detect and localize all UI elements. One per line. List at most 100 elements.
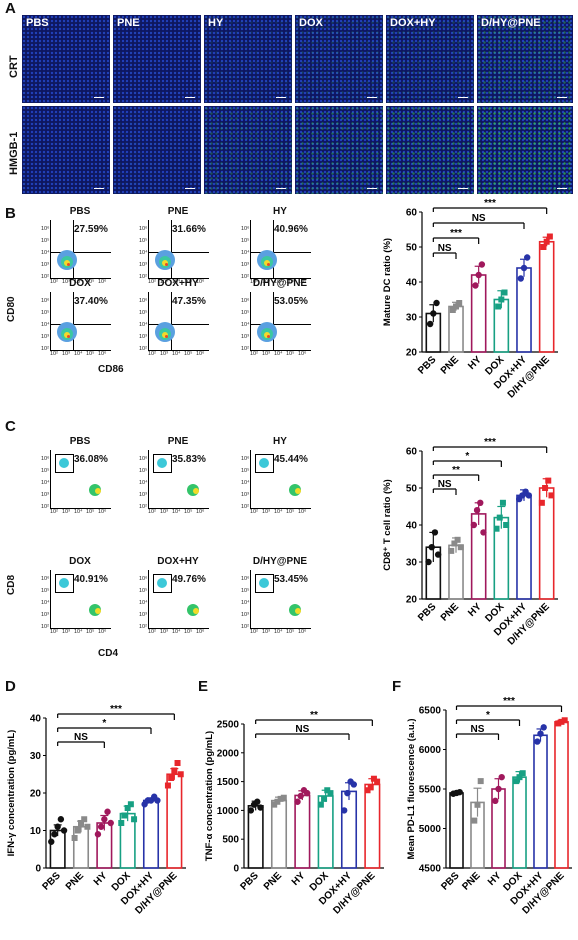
data-point xyxy=(97,823,105,830)
bar-PBS xyxy=(247,804,264,869)
y-axis-label: Mature DC ratio (%) xyxy=(382,238,393,326)
y-tick-label: 500 xyxy=(222,835,239,846)
y-tick-label: 20 xyxy=(30,789,42,800)
scale-bar xyxy=(276,96,286,98)
data-point xyxy=(537,730,544,737)
flow-x-tick: 10⁶ xyxy=(196,509,205,515)
data-point xyxy=(164,782,171,789)
quadrant-line-horizontal xyxy=(251,252,311,253)
data-point xyxy=(454,536,461,543)
flow-y-tick: 10⁴ xyxy=(41,322,50,328)
panel-letter-c: C xyxy=(5,418,16,435)
green-signal xyxy=(295,15,383,103)
data-point xyxy=(317,801,324,808)
flow-x-tick: 10⁶ xyxy=(298,629,307,635)
flow-x-tick: 10² xyxy=(50,279,58,285)
flow-x-tick: 10⁴ xyxy=(274,351,283,357)
data-point xyxy=(555,720,562,727)
flow-title: PNE xyxy=(167,436,189,447)
significance-label: NS xyxy=(74,732,88,743)
data-point xyxy=(101,816,108,823)
data-point xyxy=(247,807,255,814)
data-point xyxy=(493,525,500,532)
flow-x-tick: 10² xyxy=(250,351,258,357)
y-tick-label: 0 xyxy=(233,864,239,875)
flow-x-tick: 10³ xyxy=(62,351,70,357)
flow-x-tick: 10³ xyxy=(62,279,70,285)
flow-title: PBS xyxy=(69,206,91,217)
data-point xyxy=(475,271,482,279)
nuclei-stain xyxy=(113,106,201,194)
data-point xyxy=(171,767,178,774)
flow-plot-4 xyxy=(148,570,209,629)
y-tick-label: 4500 xyxy=(419,864,442,875)
nuclei-stain xyxy=(22,15,110,103)
flow-x-tick: 10³ xyxy=(160,351,168,357)
x-tick-label: HY xyxy=(290,870,308,888)
y-tick-label: 60 xyxy=(406,447,418,458)
data-point xyxy=(94,831,102,838)
flow-x-tick: 10⁴ xyxy=(74,629,83,635)
flow-y-tick: 10⁴ xyxy=(139,322,148,328)
flow-y-tick: 10⁶ xyxy=(41,298,50,304)
data-point xyxy=(428,544,435,551)
data-point xyxy=(513,778,520,785)
flow-y-tick: 10⁴ xyxy=(241,600,250,606)
flow-x-tick: 10⁴ xyxy=(274,279,283,285)
flow-x-tick: 10³ xyxy=(262,351,270,357)
data-point xyxy=(374,778,381,785)
significance-label: NS xyxy=(438,243,452,254)
y-tick-label: 50 xyxy=(406,484,418,495)
y-tick-label: 30 xyxy=(406,558,418,569)
cell-population xyxy=(193,488,199,494)
flow-percent: 49.76% xyxy=(172,574,206,585)
data-point xyxy=(525,492,532,499)
significance-label: *** xyxy=(450,228,462,239)
micrograph-column-label: DOX+HY xyxy=(390,17,436,29)
significance-label: NS xyxy=(471,724,485,735)
nuclei-stain xyxy=(477,15,573,103)
nuclei-stain xyxy=(386,15,474,103)
y-tick-label: 60 xyxy=(406,208,418,219)
flow-percent: 45.44% xyxy=(274,454,308,465)
scale-bar xyxy=(367,96,377,98)
cell-population xyxy=(67,263,70,266)
flow-y-tick: 10⁴ xyxy=(139,600,148,606)
x-tick-label: PBS xyxy=(238,870,261,893)
data-point xyxy=(364,787,371,794)
flow-percent: 47.35% xyxy=(172,296,206,307)
bar-DOX+HY xyxy=(533,734,548,869)
data-point xyxy=(277,795,284,802)
data-point xyxy=(495,785,502,793)
cell-population xyxy=(67,335,70,338)
quadrant-line-vertical xyxy=(171,220,172,278)
flow-x-tick: 10⁴ xyxy=(172,351,181,357)
data-point xyxy=(431,529,439,536)
data-point xyxy=(492,797,499,805)
panel-letter-a: A xyxy=(5,0,16,17)
cell-population xyxy=(95,608,101,614)
flow-x-tick: 10⁵ xyxy=(184,279,193,285)
micrograph-crt-5 xyxy=(477,15,573,103)
data-point xyxy=(524,254,531,261)
data-point xyxy=(51,831,58,838)
flow-x-tick: 10² xyxy=(250,629,258,635)
data-point xyxy=(495,303,502,310)
flow-y-tick: 10⁴ xyxy=(139,250,148,256)
scale-bar xyxy=(458,187,468,189)
data-point xyxy=(499,499,506,506)
flow-x-tick: 10⁵ xyxy=(286,279,295,285)
significance-label: * xyxy=(486,710,490,721)
significance-label: *** xyxy=(110,704,122,715)
flow-x-tick: 10³ xyxy=(62,509,70,515)
y-axis-label: CD8⁺ T cell ratio (%) xyxy=(382,479,393,571)
nuclei-stain xyxy=(113,15,201,103)
data-point xyxy=(480,529,487,536)
flow-title: DOX xyxy=(69,556,91,567)
quadrant-line-horizontal xyxy=(251,324,311,325)
micrograph-hmgb-1-5 xyxy=(477,106,573,194)
data-point xyxy=(425,558,432,566)
y-tick-label: 10 xyxy=(30,826,42,837)
data-point xyxy=(477,499,484,506)
quadrant-line-vertical xyxy=(171,292,172,350)
